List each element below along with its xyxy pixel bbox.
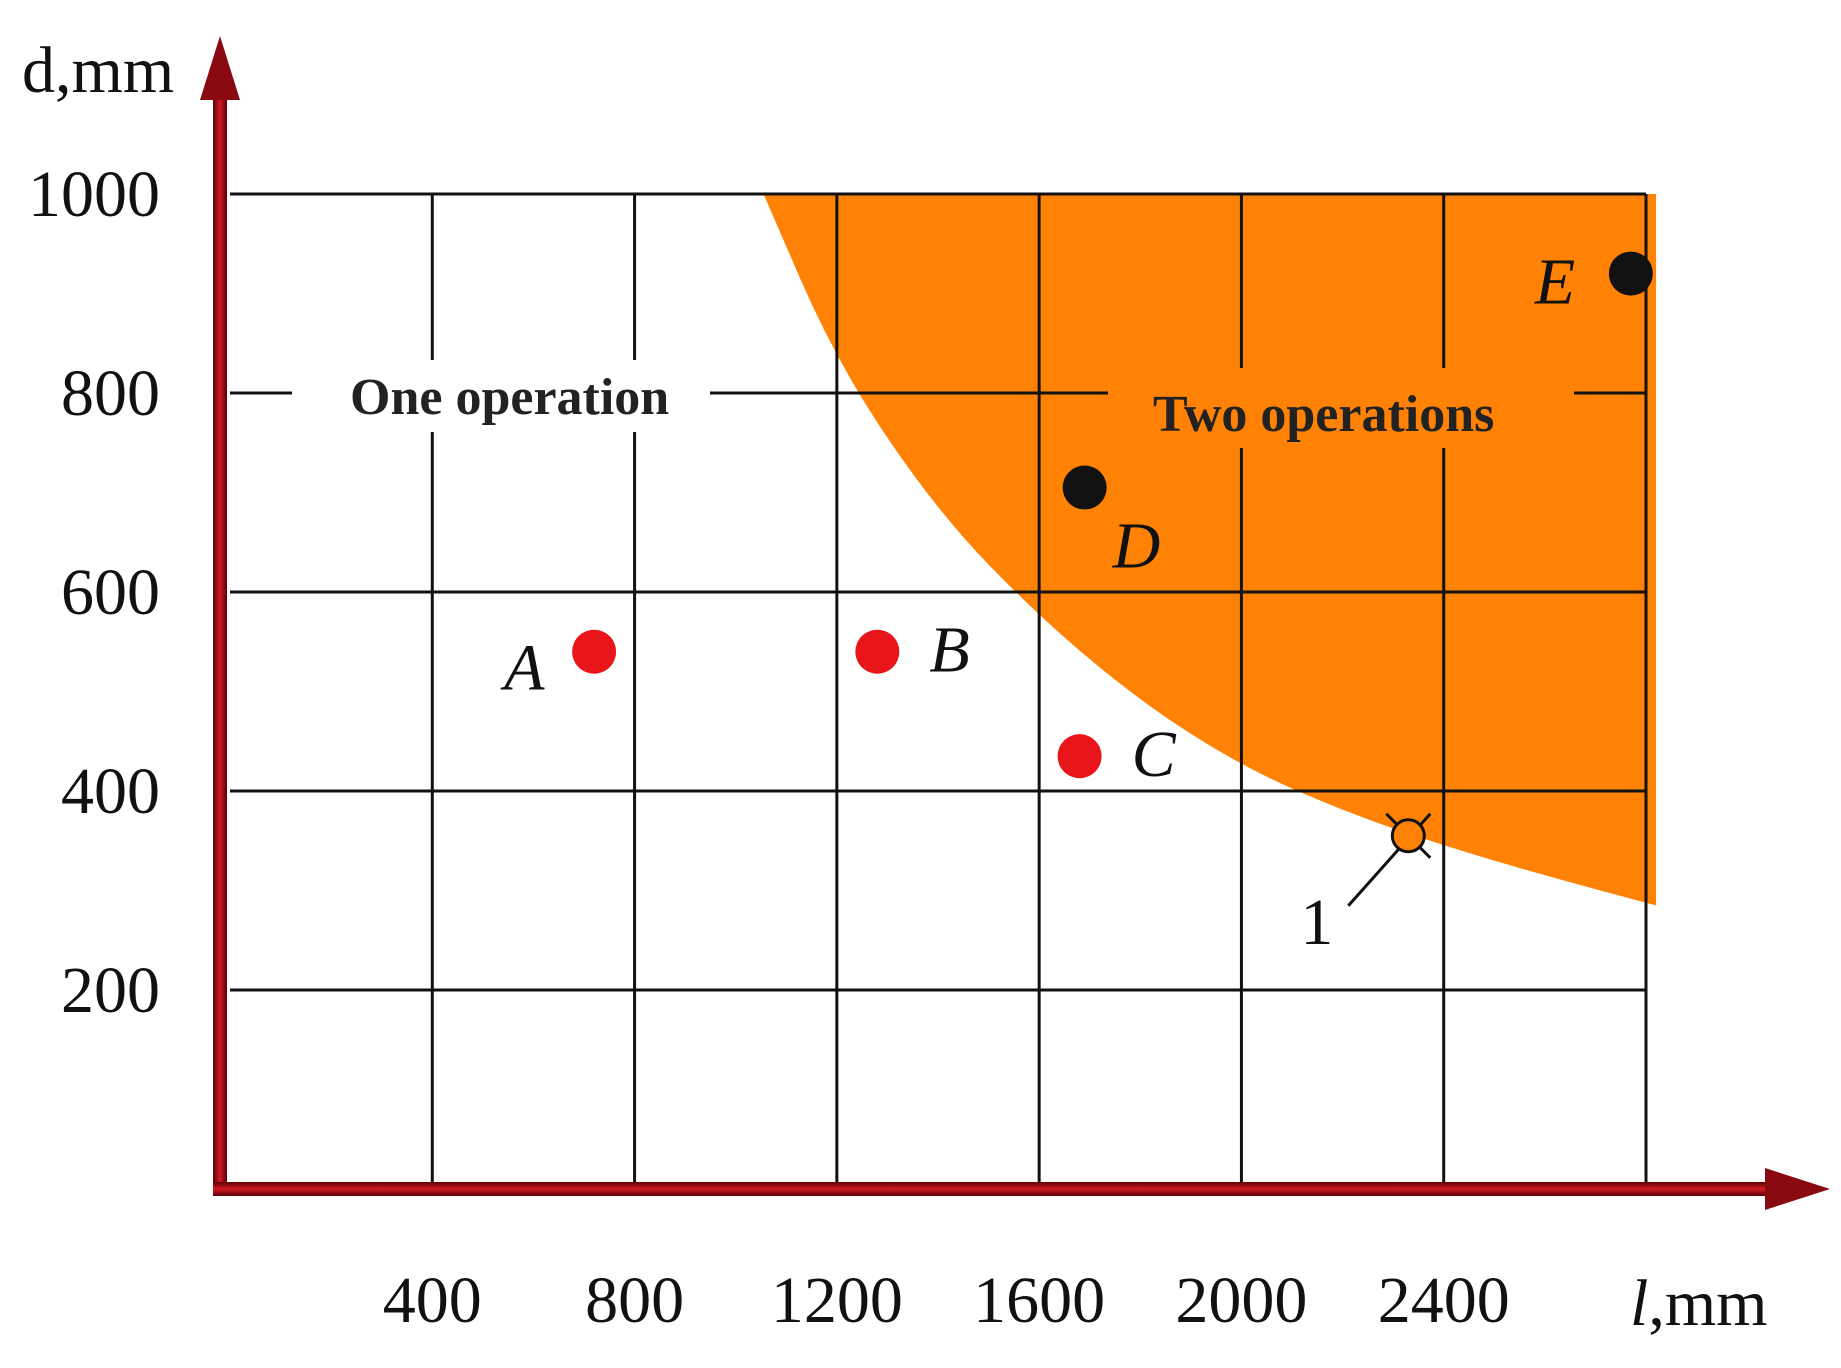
annotation-label: 1: [1300, 886, 1333, 959]
x-tick-label: 400: [383, 1264, 482, 1337]
point-a: [572, 629, 617, 674]
y-tick-label: 600: [61, 556, 160, 629]
y-axis-title: d,mm: [22, 34, 174, 107]
one-operation-label: One operation: [350, 369, 669, 426]
point-label-d: D: [1112, 510, 1161, 583]
point-label-c: C: [1132, 718, 1177, 791]
annotation: 1: [1300, 812, 1432, 959]
one-operation-label-bg: [292, 360, 710, 432]
x-tick-label: 1600: [973, 1264, 1105, 1337]
point-label-e: E: [1534, 246, 1575, 319]
x-axis-arrow: [1765, 1168, 1830, 1210]
x-tick-label: 1200: [771, 1264, 903, 1337]
two-operations-label-bg: [1108, 368, 1574, 448]
x-ticks: 400 800 1200 1600 2000 2400: [383, 1264, 1510, 1337]
y-axis-line: [213, 98, 227, 1196]
y-ticks: 200 400 600 800 1000: [28, 158, 160, 1027]
x-axis-line: [213, 1182, 1773, 1196]
points: A B C D E: [500, 246, 1653, 791]
y-tick-label: 1000: [28, 158, 160, 231]
y-tick-label: 800: [61, 357, 160, 430]
x-tick-label: 800: [585, 1264, 684, 1337]
x-axis-title-unit: ,mm: [1648, 1267, 1767, 1340]
point-c: [1057, 734, 1102, 779]
two-operations-region: [763, 194, 1657, 906]
x-tick-label: 2000: [1175, 1264, 1307, 1337]
annotation-marker: [1390, 818, 1426, 854]
two-operations-label: Two operations: [1153, 386, 1494, 443]
point-e: [1608, 251, 1653, 296]
y-tick-label: 200: [61, 954, 160, 1027]
point-label-a: A: [500, 632, 545, 705]
point-label-b: B: [929, 614, 969, 687]
point-d: [1062, 465, 1107, 510]
x-tick-label: 2400: [1378, 1264, 1510, 1337]
y-axis-arrow: [200, 36, 240, 100]
point-b: [855, 629, 900, 674]
x-axis-title-italic: l: [1630, 1267, 1648, 1340]
x-axis-title: l,mm: [1630, 1267, 1768, 1340]
y-tick-label: 400: [61, 755, 160, 828]
